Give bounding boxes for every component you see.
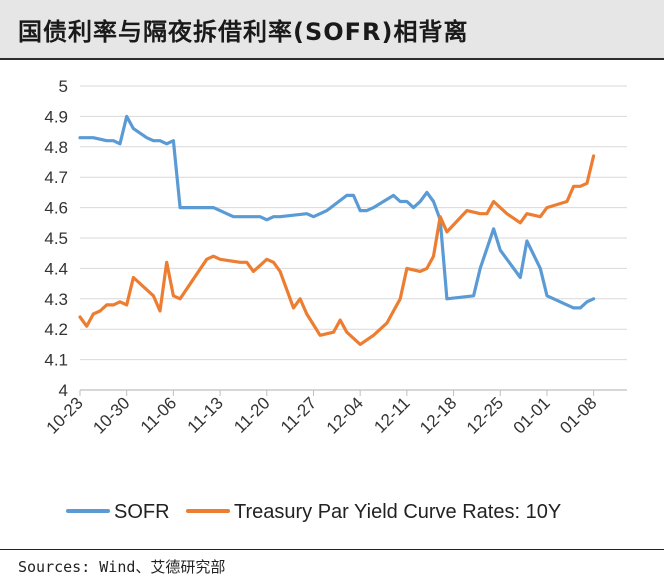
y-tick-label: 4.4 (44, 259, 68, 278)
legend: SOFR Treasury Par Yield Curve Rates: 10Y (66, 501, 561, 523)
x-tick-label: 11-13 (184, 393, 227, 436)
y-tick-label: 5 (59, 77, 68, 96)
x-tick-label: 12-04 (323, 393, 367, 437)
x-tick-label: 12-18 (416, 393, 460, 437)
y-tick-label: 4 (59, 381, 68, 400)
y-tick-label: 4.3 (44, 290, 68, 309)
legend-item-treasury-10y: Treasury Par Yield Curve Rates: 10Y (186, 501, 561, 523)
x-tick-label: 01-08 (556, 393, 600, 437)
x-tick-label: 11-06 (137, 393, 180, 436)
legend-item-sofr: SOFR (66, 501, 170, 523)
title-bar: 国债利率与隔夜拆借利率(SOFR)相背离 (0, 0, 664, 60)
y-tick-label: 4.8 (44, 138, 68, 157)
source-note: Sources: Wind、艾德研究部 (18, 558, 226, 576)
x-tick-label: 01-01 (510, 393, 554, 437)
series-line-sofr (78, 114, 596, 310)
y-tick-label: 4.5 (44, 229, 68, 248)
page-title: 国债利率与隔夜拆借利率(SOFR)相背离 (18, 18, 469, 46)
footer-divider (0, 549, 664, 550)
y-tick-label: 4.9 (44, 107, 68, 126)
x-tick-label: 10-23 (43, 393, 87, 437)
x-tick-label: 12-11 (370, 393, 413, 436)
series-lines (78, 114, 596, 346)
x-tick-label: 11-27 (277, 393, 320, 436)
x-tick-label: 12-25 (463, 393, 507, 437)
y-tick-label: 4.7 (44, 168, 68, 187)
y-tick-label: 4.1 (44, 351, 68, 370)
y-tick-label: 4.2 (44, 320, 68, 339)
legend-label: Treasury Par Yield Curve Rates: 10Y (234, 501, 561, 523)
y-tick-label: 4.6 (44, 199, 68, 218)
series-line-treasury-10y (78, 154, 596, 346)
legend-label: SOFR (114, 501, 170, 523)
x-tick-label: 11-20 (230, 393, 273, 436)
gridlines (80, 85, 627, 361)
x-tick-label: 10-30 (89, 393, 133, 437)
